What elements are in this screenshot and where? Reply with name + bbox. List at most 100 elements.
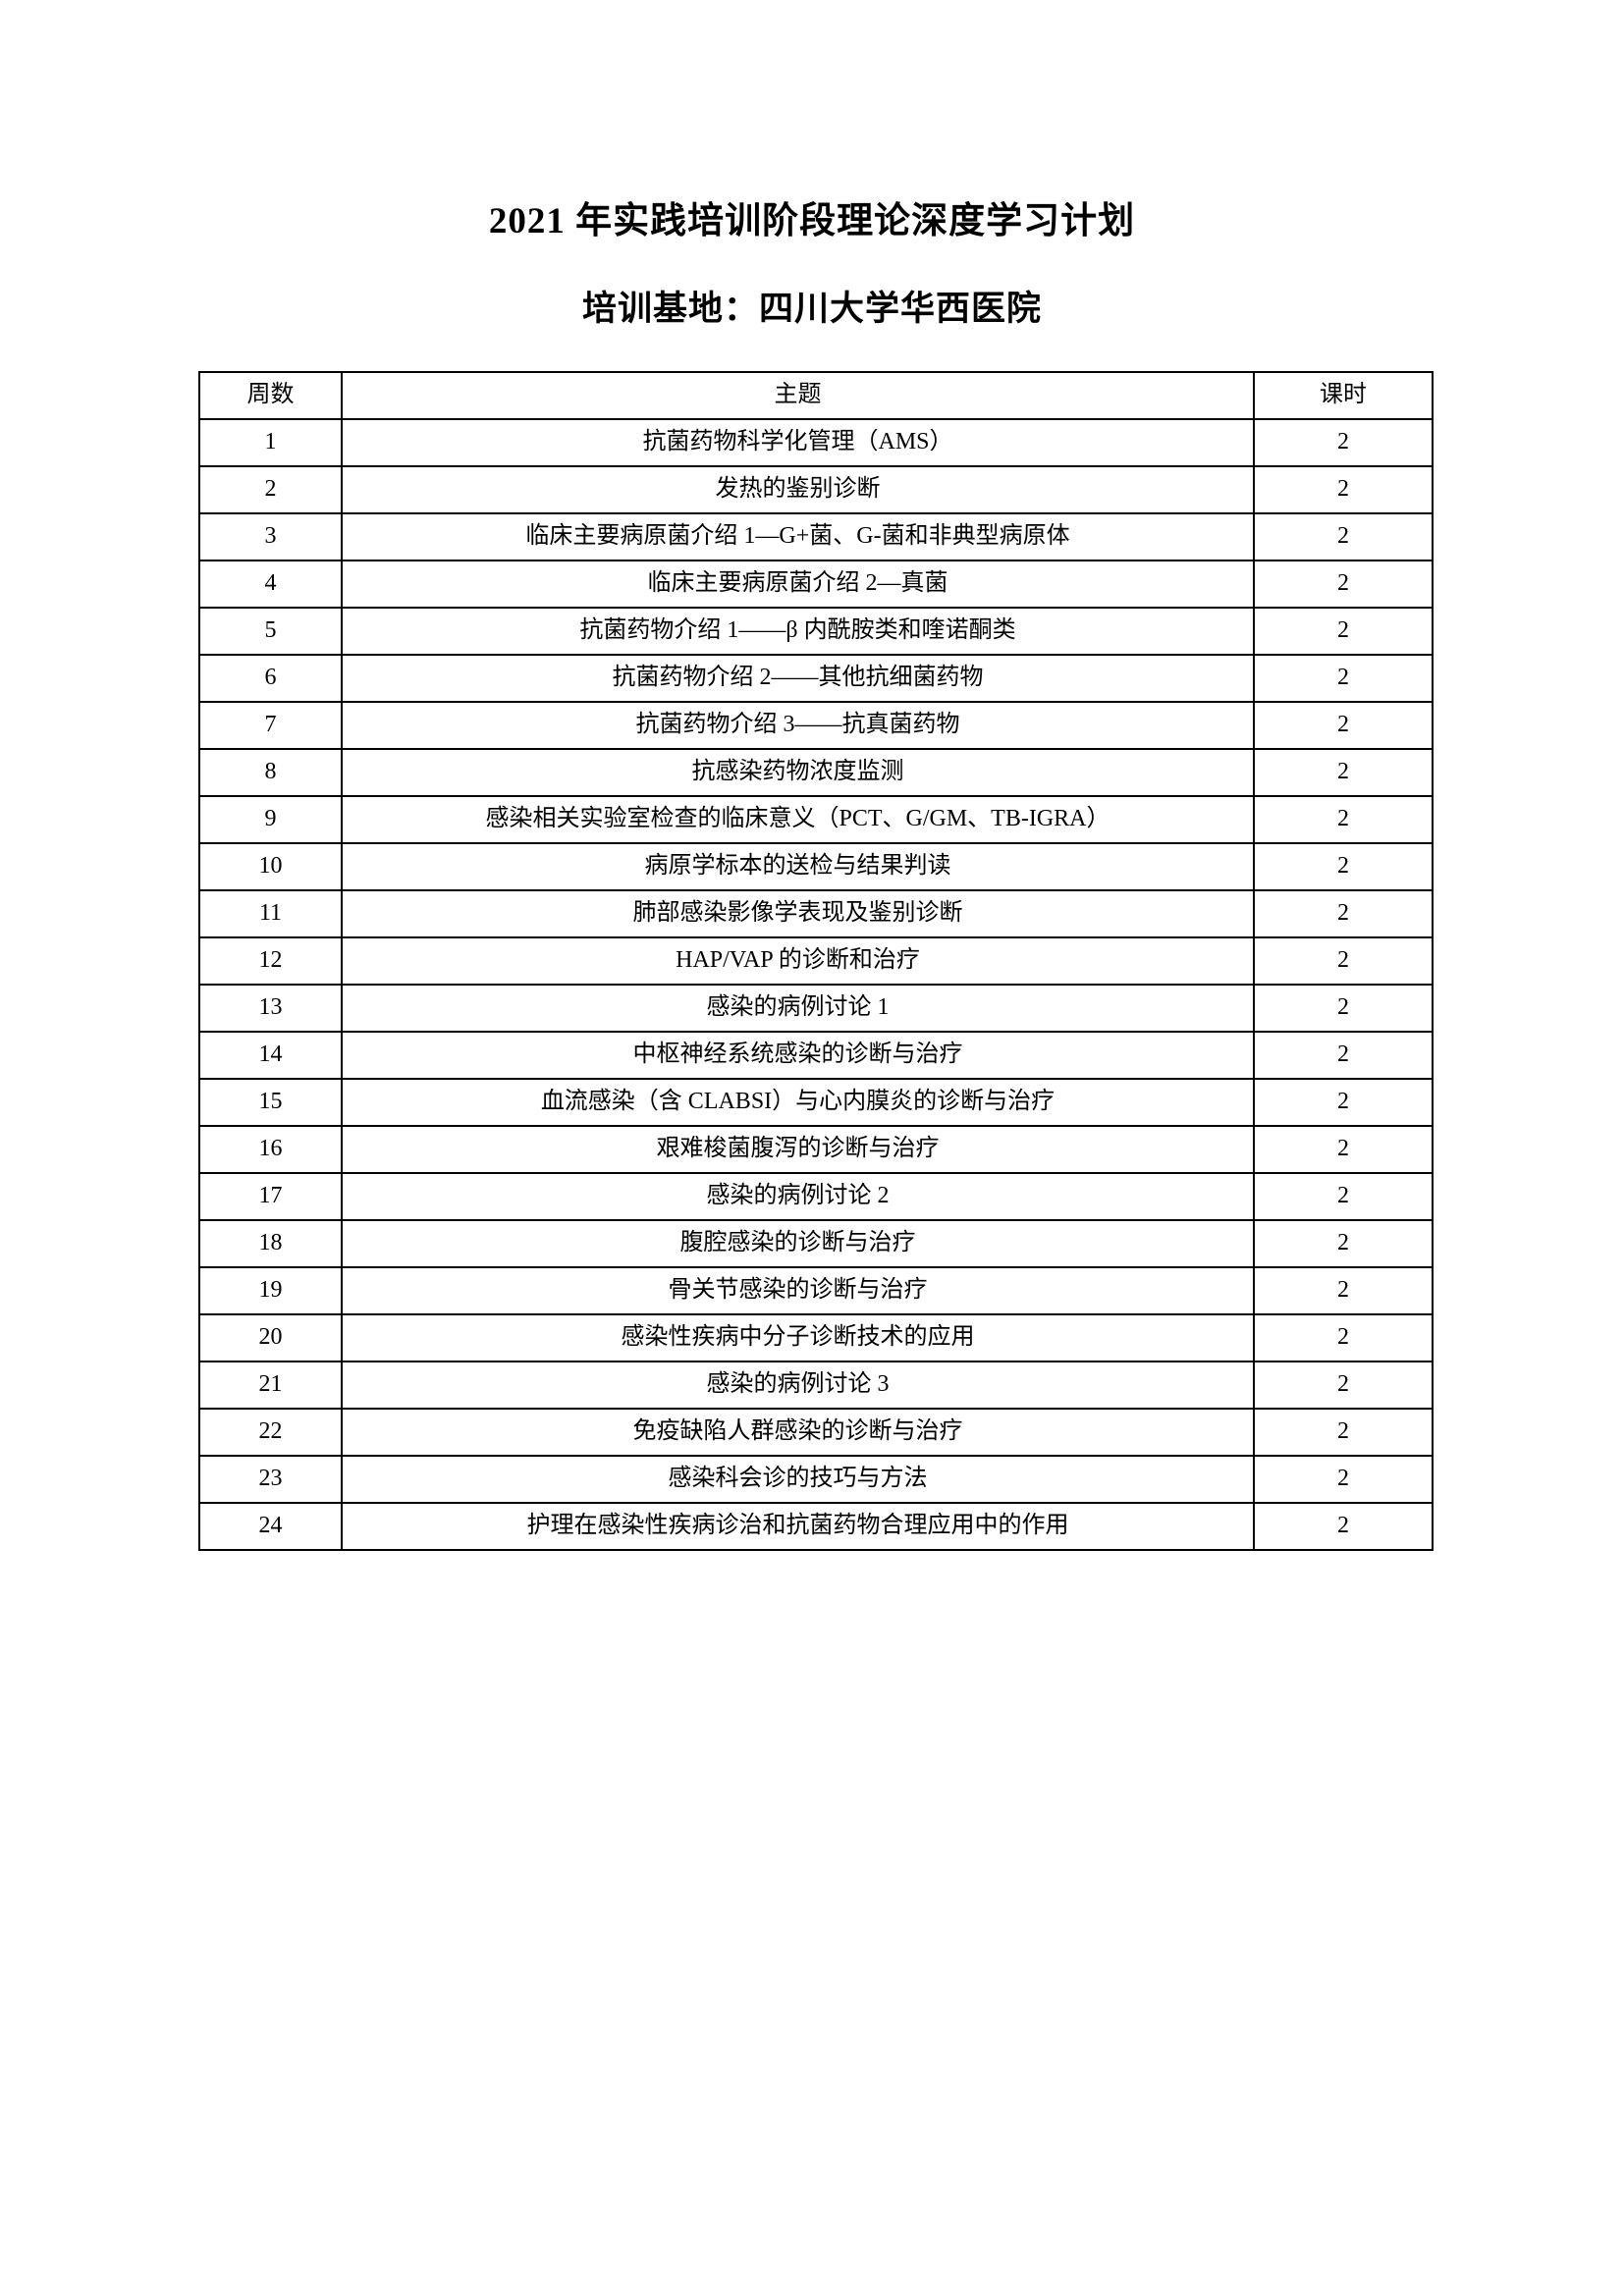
column-header-week: 周数 bbox=[198, 371, 343, 421]
cell-topic: 护理在感染性疾病诊治和抗菌药物合理应用中的作用 bbox=[341, 1502, 1255, 1552]
table-row: 9 感染相关实验室检查的临床意义（PCT、G/GM、TB-IGRA） 2 bbox=[198, 795, 1434, 845]
cell-topic: 感染的病例讨论 2 bbox=[341, 1172, 1255, 1222]
table-row: 24 护理在感染性疾病诊治和抗菌药物合理应用中的作用 2 bbox=[198, 1502, 1434, 1552]
table-row: 20 感染性疾病中分子诊断技术的应用 2 bbox=[198, 1313, 1434, 1363]
cell-hours: 2 bbox=[1253, 748, 1434, 798]
table-body: 1 抗菌药物科学化管理（AMS） 2 2 发热的鉴别诊断 2 3 临床主要病原菌介绍 1—G+… bbox=[198, 418, 1434, 1552]
cell-week: 18 bbox=[198, 1219, 343, 1269]
table-row: 1 抗菌药物科学化管理（AMS） 2 bbox=[198, 418, 1434, 468]
cell-hours: 2 bbox=[1253, 1078, 1434, 1128]
cell-topic: 抗感染药物浓度监测 bbox=[341, 748, 1255, 798]
table-row: 12 HAP/VAP 的诊断和治疗 2 bbox=[198, 936, 1434, 987]
table-row: 18 腹腔感染的诊断与治疗 2 bbox=[198, 1219, 1434, 1269]
training-schedule-table: 周数 主题 课时 1 抗菌药物科学化管理（AMS） 2 2 发热的鉴别诊断 2 3 临床主要病… bbox=[198, 371, 1434, 1552]
cell-topic: 腹腔感染的诊断与治疗 bbox=[341, 1219, 1255, 1269]
cell-week: 4 bbox=[198, 560, 343, 610]
cell-week: 1 bbox=[198, 418, 343, 468]
cell-week: 23 bbox=[198, 1455, 343, 1505]
cell-topic: 抗菌药物介绍 3——抗真菌药物 bbox=[341, 701, 1255, 751]
table-row: 8 抗感染药物浓度监测 2 bbox=[198, 748, 1434, 798]
cell-hours: 2 bbox=[1253, 889, 1434, 939]
cell-hours: 2 bbox=[1253, 1266, 1434, 1316]
cell-week: 17 bbox=[198, 1172, 343, 1222]
cell-week: 20 bbox=[198, 1313, 343, 1363]
cell-hours: 2 bbox=[1253, 795, 1434, 845]
cell-topic: 病原学标本的送检与结果判读 bbox=[341, 842, 1255, 892]
table-row: 14 中枢神经系统感染的诊断与治疗 2 bbox=[198, 1031, 1434, 1081]
table-row: 4 临床主要病原菌介绍 2—真菌 2 bbox=[198, 560, 1434, 610]
cell-topic: 肺部感染影像学表现及鉴别诊断 bbox=[341, 889, 1255, 939]
cell-week: 3 bbox=[198, 512, 343, 562]
cell-topic: 血流感染（含 CLABSI）与心内膜炎的诊断与治疗 bbox=[341, 1078, 1255, 1128]
table-row: 5 抗菌药物介绍 1——β 内酰胺类和喹诺酮类 2 bbox=[198, 607, 1434, 657]
table-row: 2 发热的鉴别诊断 2 bbox=[198, 465, 1434, 515]
cell-topic: 感染性疾病中分子诊断技术的应用 bbox=[341, 1313, 1255, 1363]
cell-topic: 艰难梭菌腹泻的诊断与治疗 bbox=[341, 1125, 1255, 1175]
cell-topic: 感染的病例讨论 1 bbox=[341, 984, 1255, 1034]
cell-topic: 发热的鉴别诊断 bbox=[341, 465, 1255, 515]
cell-hours: 2 bbox=[1253, 512, 1434, 562]
schedule-table-container: 周数 主题 课时 1 抗菌药物科学化管理（AMS） 2 2 发热的鉴别诊断 2 3 临床主要病… bbox=[198, 328, 1434, 1552]
cell-hours: 2 bbox=[1253, 1031, 1434, 1081]
cell-hours: 2 bbox=[1253, 936, 1434, 987]
cell-hours: 2 bbox=[1253, 465, 1434, 515]
cell-hours: 2 bbox=[1253, 1219, 1434, 1269]
cell-topic: 中枢神经系统感染的诊断与治疗 bbox=[341, 1031, 1255, 1081]
cell-hours: 2 bbox=[1253, 607, 1434, 657]
cell-topic: 抗菌药物介绍 1——β 内酰胺类和喹诺酮类 bbox=[341, 607, 1255, 657]
cell-week: 12 bbox=[198, 936, 343, 987]
cell-week: 19 bbox=[198, 1266, 343, 1316]
table-row: 7 抗菌药物介绍 3——抗真菌药物 2 bbox=[198, 701, 1434, 751]
cell-week: 2 bbox=[198, 465, 343, 515]
cell-hours: 2 bbox=[1253, 1455, 1434, 1505]
table-row: 3 临床主要病原菌介绍 1—G+菌、G-菌和非典型病原体 2 bbox=[198, 512, 1434, 562]
cell-hours: 2 bbox=[1253, 1408, 1434, 1458]
table-header: 周数 主题 课时 bbox=[198, 371, 1434, 421]
table-row: 22 免疫缺陷人群感染的诊断与治疗 2 bbox=[198, 1408, 1434, 1458]
table-row: 23 感染科会诊的技巧与方法 2 bbox=[198, 1455, 1434, 1505]
cell-hours: 2 bbox=[1253, 560, 1434, 610]
cell-week: 14 bbox=[198, 1031, 343, 1081]
column-header-topic: 主题 bbox=[341, 371, 1255, 421]
cell-week: 22 bbox=[198, 1408, 343, 1458]
cell-topic: 临床主要病原菌介绍 2—真菌 bbox=[341, 560, 1255, 610]
training-base-subtitle: 培训基地：四川大学华西医院 bbox=[581, 289, 1042, 328]
cell-hours: 2 bbox=[1253, 654, 1434, 704]
cell-week: 24 bbox=[198, 1502, 343, 1552]
table-row: 15 血流感染（含 CLABSI）与心内膜炎的诊断与治疗 2 bbox=[198, 1078, 1434, 1128]
cell-topic: 感染的病例讨论 3 bbox=[341, 1361, 1255, 1411]
table-row: 6 抗菌药物介绍 2——其他抗细菌药物 2 bbox=[198, 654, 1434, 704]
cell-week: 11 bbox=[198, 889, 343, 939]
cell-week: 15 bbox=[198, 1078, 343, 1128]
table-row: 10 病原学标本的送检与结果判读 2 bbox=[198, 842, 1434, 892]
cell-topic: 抗菌药物科学化管理（AMS） bbox=[341, 418, 1255, 468]
cell-week: 16 bbox=[198, 1125, 343, 1175]
column-header-hours: 课时 bbox=[1253, 371, 1434, 421]
cell-week: 13 bbox=[198, 984, 343, 1034]
cell-week: 10 bbox=[198, 842, 343, 892]
cell-topic: 免疫缺陷人群感染的诊断与治疗 bbox=[341, 1408, 1255, 1458]
cell-week: 6 bbox=[198, 654, 343, 704]
cell-hours: 2 bbox=[1253, 842, 1434, 892]
cell-topic: 感染相关实验室检查的临床意义（PCT、G/GM、TB-IGRA） bbox=[341, 795, 1255, 845]
cell-hours: 2 bbox=[1253, 1361, 1434, 1411]
cell-hours: 2 bbox=[1253, 1502, 1434, 1552]
cell-week: 7 bbox=[198, 701, 343, 751]
table-row: 11 肺部感染影像学表现及鉴别诊断 2 bbox=[198, 889, 1434, 939]
table-header-row: 周数 主题 课时 bbox=[198, 371, 1434, 421]
cell-hours: 2 bbox=[1253, 984, 1434, 1034]
cell-hours: 2 bbox=[1253, 1313, 1434, 1363]
page-title: 2021 年实践培训阶段理论深度学习计划 bbox=[488, 201, 1136, 241]
cell-topic: HAP/VAP 的诊断和治疗 bbox=[341, 936, 1255, 987]
cell-week: 5 bbox=[198, 607, 343, 657]
table-row: 16 艰难梭菌腹泻的诊断与治疗 2 bbox=[198, 1125, 1434, 1175]
cell-hours: 2 bbox=[1253, 1125, 1434, 1175]
cell-week: 21 bbox=[198, 1361, 343, 1411]
cell-topic: 临床主要病原菌介绍 1—G+菌、G-菌和非典型病原体 bbox=[341, 512, 1255, 562]
cell-topic: 抗菌药物介绍 2——其他抗细菌药物 bbox=[341, 654, 1255, 704]
cell-hours: 2 bbox=[1253, 1172, 1434, 1222]
